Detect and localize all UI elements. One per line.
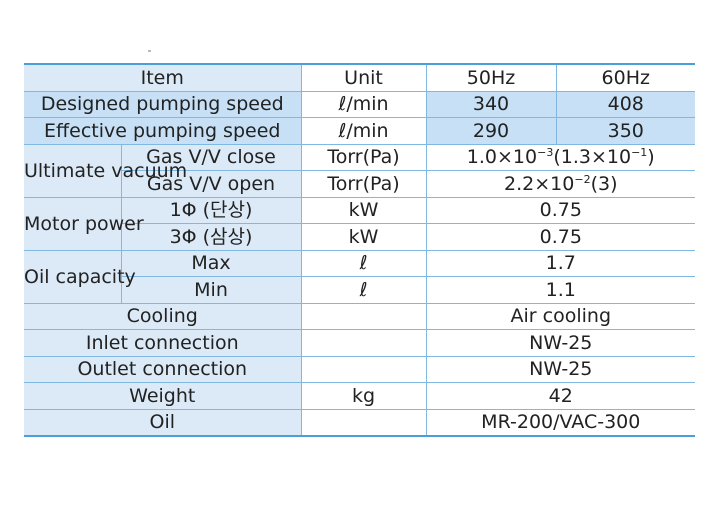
row-unit: kW	[300, 197, 427, 224]
header-unit: Unit	[300, 63, 427, 92]
table-row: Motor power 1Φ (단상) kW 0.75	[24, 197, 696, 251]
row-unit	[300, 303, 427, 330]
group-label: Motor power	[24, 197, 144, 251]
stray-dot	[148, 50, 151, 52]
row-unit: kg	[300, 382, 427, 410]
value-rest: (1.3×10	[553, 146, 632, 169]
row-value: 1.1	[425, 276, 696, 304]
table-row: Oil capacity Max ℓ 1.7	[24, 250, 696, 304]
row-label: Designed pumping speed	[24, 91, 302, 118]
header-item: Item	[24, 63, 302, 92]
header-50hz: 50Hz	[425, 63, 557, 92]
spec-table: Item Unit 50Hz 60Hz Designed pumping spe…	[24, 63, 696, 437]
value-exponent: −2	[574, 172, 591, 186]
row-value-60hz: 350	[555, 117, 696, 145]
row-value: NW-25	[425, 356, 696, 383]
row-label: Weight	[24, 382, 302, 410]
row-value: MR-200/VAC-300	[425, 409, 696, 437]
row-unit	[300, 409, 427, 437]
table-row: 3Φ (삼상) kW 0.75	[24, 223, 696, 251]
row-value-50hz: 340	[425, 91, 557, 118]
row-label: Cooling	[24, 303, 302, 330]
table-row: Effective pumping speed ℓ/min 290 350	[24, 117, 696, 145]
row-unit: ℓ/min	[300, 91, 427, 118]
row-value: 42	[425, 382, 696, 410]
row-unit: ℓ/min	[300, 117, 427, 145]
row-value: NW-25	[425, 329, 696, 357]
value-rest: (3)	[590, 172, 618, 195]
group-label: Ultimate vacuum	[24, 144, 187, 198]
row-label: Gas V/V open	[121, 170, 302, 198]
table-row: Cooling Air cooling	[24, 303, 696, 330]
value-exponent: −3	[537, 146, 554, 160]
row-value: Air cooling	[425, 303, 696, 330]
row-unit	[300, 356, 427, 383]
row-value: 1.7	[425, 250, 696, 277]
row-value: 0.75	[425, 197, 696, 224]
row-unit: Torr(Pa)	[300, 170, 427, 198]
table-row: Gas V/V open Torr(Pa) 2.2×10−2(3)	[24, 170, 696, 198]
row-label: Min	[121, 276, 302, 304]
value-base: 2.2×10	[504, 172, 575, 195]
row-value: 2.2×10−2(3)	[425, 170, 696, 198]
row-unit: Torr(Pa)	[300, 144, 427, 171]
value-end: )	[647, 146, 655, 169]
row-label: Max	[120, 250, 302, 277]
row-unit: kW	[300, 223, 427, 251]
table-row: Outlet connection NW-25	[24, 356, 696, 383]
table-row: Ultimate vacuum Gas V/V close Torr(Pa) 1…	[24, 144, 696, 198]
table-row: Oil MR-200/VAC-300	[24, 409, 696, 437]
header-row: Item Unit 50Hz 60Hz	[24, 63, 696, 92]
row-label: Outlet connection	[24, 356, 302, 383]
table-row: Inlet connection NW-25	[24, 329, 696, 357]
header-60hz: 60Hz	[555, 63, 696, 92]
value-exponent-2: −1	[631, 146, 648, 160]
row-value-60hz: 408	[555, 91, 696, 118]
row-label: Inlet connection	[24, 329, 302, 357]
row-unit: ℓ	[300, 276, 427, 304]
row-label: 1Φ (단상)	[120, 197, 302, 224]
table-row: Designed pumping speed ℓ/min 340 408	[24, 91, 696, 118]
row-unit	[300, 329, 427, 357]
table-row: Weight kg 42	[24, 382, 696, 410]
row-unit: ℓ	[300, 250, 427, 277]
table-row: Min ℓ 1.1	[24, 276, 696, 304]
group-label: Oil capacity	[24, 250, 136, 304]
row-value: 0.75	[425, 223, 696, 251]
row-value-50hz: 290	[425, 117, 557, 145]
value-base: 1.0×10	[466, 146, 538, 169]
row-label: Oil	[24, 409, 302, 437]
row-label: Effective pumping speed	[24, 117, 302, 145]
row-value: 1.0×10−3(1.3×10−1)	[425, 144, 696, 171]
row-label: Gas V/V close	[120, 144, 302, 171]
row-label: 3Φ (삼상)	[121, 223, 302, 251]
